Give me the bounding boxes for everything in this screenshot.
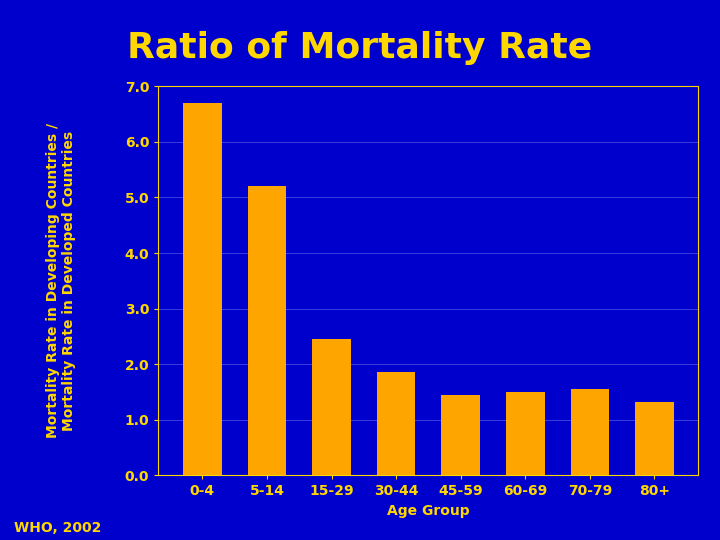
Bar — [441, 395, 480, 475]
Bar — [377, 373, 415, 475]
Text: Mortality Rate in Developing Countries /
Mortality Rate in Developed Countries: Mortality Rate in Developing Countries /… — [46, 123, 76, 438]
Bar — [570, 389, 609, 475]
Text: Ratio of Mortality Rate: Ratio of Mortality Rate — [127, 31, 593, 65]
X-axis label: Age Group: Age Group — [387, 504, 469, 518]
Bar — [312, 339, 351, 475]
Text: WHO, 2002: WHO, 2002 — [14, 521, 102, 535]
Bar — [506, 392, 544, 475]
Bar — [248, 186, 287, 475]
Bar — [183, 103, 222, 475]
Bar — [635, 402, 674, 475]
